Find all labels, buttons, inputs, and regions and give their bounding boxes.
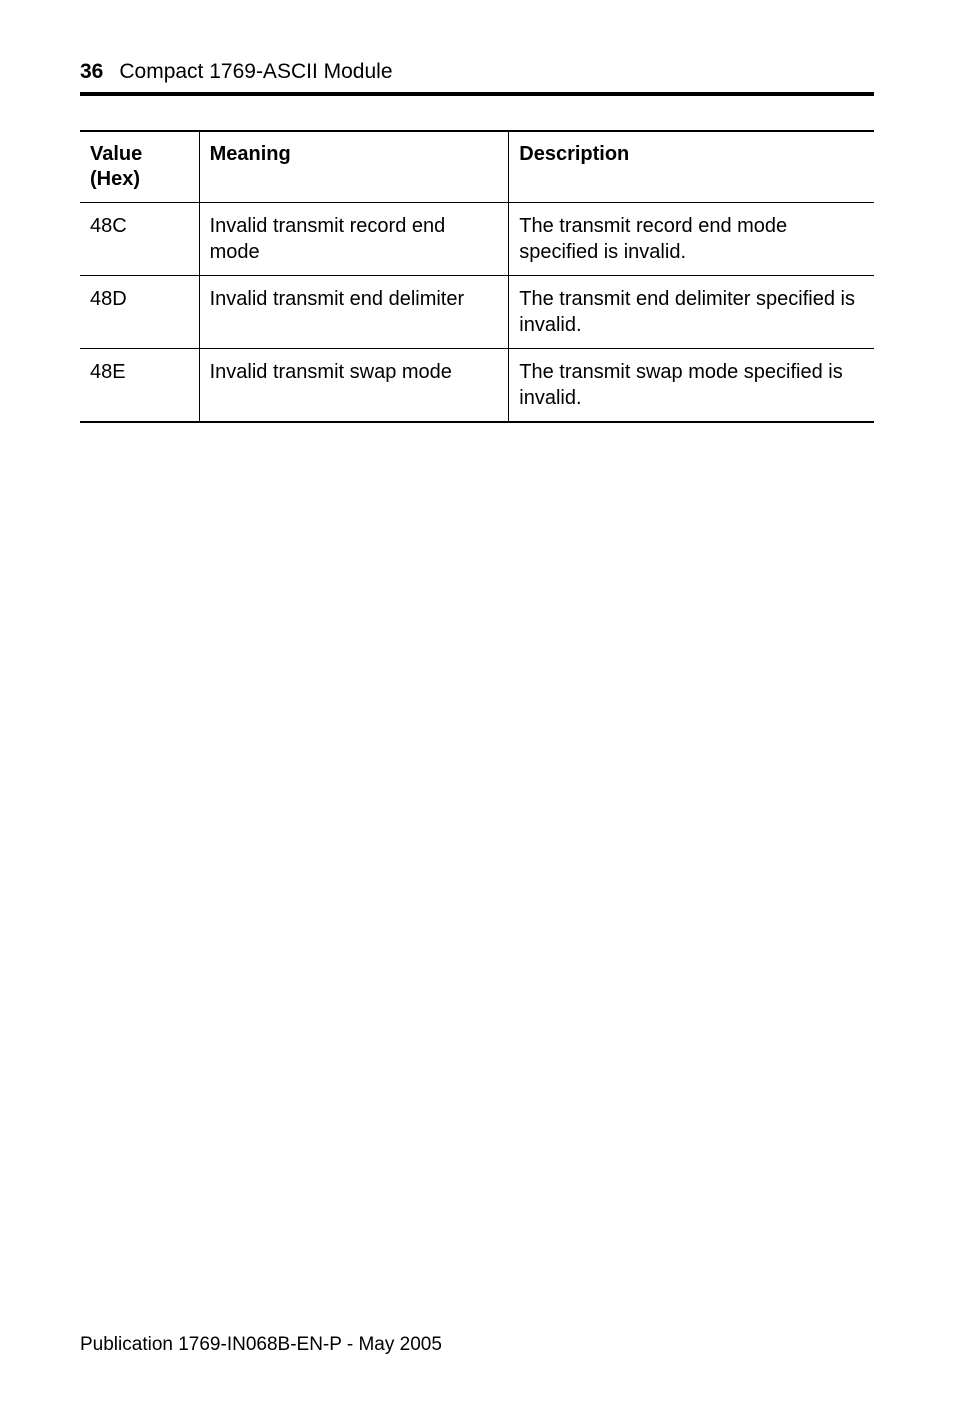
footer-label: Publication — [80, 1334, 173, 1355]
footer-code: 1769-IN068B-EN-P - May 2005 — [178, 1334, 442, 1355]
cell-value: 48C — [80, 203, 199, 276]
cell-meaning: Invalid transmit record end mode — [199, 203, 509, 276]
col-header-value-l2: (Hex) — [90, 168, 140, 190]
table-row: 48D Invalid transmit end delimiter The t… — [80, 276, 874, 349]
col-header-description-l1: Description — [519, 143, 629, 165]
page-footer: Publication 1769-IN068B-EN-P - May 2005 — [80, 1334, 442, 1356]
cell-meaning: Invalid transmit swap mode — [199, 349, 509, 423]
col-header-value: Value (Hex) — [80, 131, 199, 203]
table-header-row: Value (Hex) Meaning Description — [80, 131, 874, 203]
cell-description: The transmit record end mode specified i… — [509, 203, 874, 276]
page-header: 36 Compact 1769-ASCII Module — [80, 60, 874, 96]
col-header-description: Description — [509, 131, 874, 203]
col-header-meaning-l1: Meaning — [210, 143, 291, 165]
cell-value: 48E — [80, 349, 199, 423]
page-number: 36 — [80, 60, 103, 84]
cell-meaning: Invalid transmit end delimiter — [199, 276, 509, 349]
table-row: 48C Invalid transmit record end mode The… — [80, 203, 874, 276]
col-header-meaning: Meaning — [199, 131, 509, 203]
cell-description: The transmit end delimiter specified is … — [509, 276, 874, 349]
page-title: Compact 1769-ASCII Module — [119, 60, 392, 84]
page-root: 36 Compact 1769-ASCII Module Value (Hex)… — [0, 0, 954, 1406]
cell-value: 48D — [80, 276, 199, 349]
error-codes-table: Value (Hex) Meaning Description 48C Inva… — [80, 130, 874, 423]
cell-description: The transmit swap mode specified is inva… — [509, 349, 874, 423]
table-row: 48E Invalid transmit swap mode The trans… — [80, 349, 874, 423]
col-header-value-l1: Value — [90, 143, 142, 165]
